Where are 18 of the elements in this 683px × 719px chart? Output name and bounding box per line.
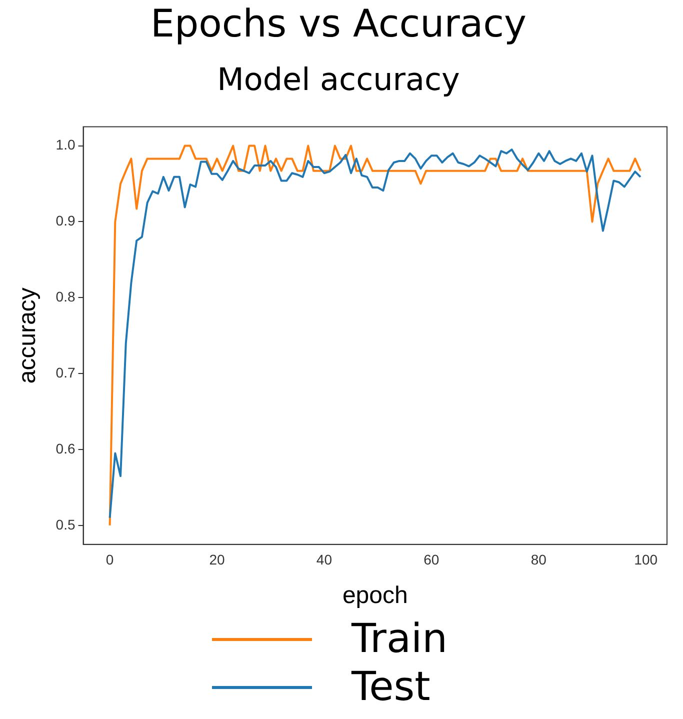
y-axis-title: accuracy xyxy=(14,288,42,384)
x-axis-title: epoch xyxy=(342,582,408,610)
chart-title: Epochs vs Accuracy xyxy=(150,2,527,46)
x-tick-label: 60 xyxy=(424,552,440,568)
x-tick-label: 0 xyxy=(106,552,114,568)
y-tick-label: 0.8 xyxy=(56,288,76,304)
y-tick-label: 0.7 xyxy=(56,364,76,380)
x-tick-label: 100 xyxy=(634,552,658,568)
legend-label: Test xyxy=(352,664,432,710)
y-tick-label: 0.9 xyxy=(56,212,76,229)
y-tick-label: 0.6 xyxy=(56,440,76,456)
y-tick-label: 0.5 xyxy=(56,516,76,532)
x-tick-label: 20 xyxy=(209,552,225,568)
legend-label: Train xyxy=(352,616,448,662)
x-tick-label: 80 xyxy=(530,552,547,568)
x-tick-label: 40 xyxy=(316,552,332,568)
y-tick-label: 1.0 xyxy=(56,136,76,153)
chart-subtitle: Model accuracy xyxy=(217,62,460,98)
